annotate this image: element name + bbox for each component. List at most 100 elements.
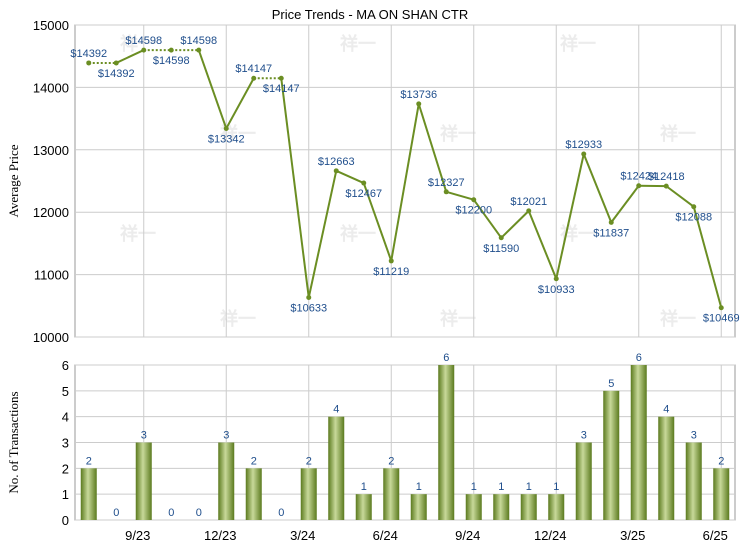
line-y-tick-label: 14000 — [33, 80, 69, 95]
transaction-count-label: 4 — [333, 404, 339, 416]
price-data-label: $14598 — [180, 35, 217, 47]
line-y-tick-label: 10000 — [33, 330, 69, 345]
line-y-tick-label: 13000 — [33, 143, 69, 158]
x-tick-label: 12/23 — [204, 528, 237, 543]
transaction-count-label: 3 — [691, 430, 697, 442]
x-tick-label: 3/25 — [620, 528, 645, 543]
x-tick-label: 6/24 — [373, 528, 398, 543]
transaction-count-label: 4 — [663, 404, 669, 416]
price-point — [224, 126, 229, 131]
transaction-bar — [356, 494, 372, 520]
transaction-count-label: 6 — [636, 352, 642, 364]
price-data-label: $12200 — [455, 205, 492, 217]
price-point — [196, 48, 201, 53]
price-point — [141, 48, 146, 53]
price-point — [609, 220, 614, 225]
price-data-label: $13342 — [208, 133, 245, 145]
bar-y-tick-label: 6 — [62, 358, 69, 373]
bar-y-tick-label: 3 — [62, 436, 69, 451]
transaction-count-label: 3 — [581, 430, 587, 442]
price-point — [444, 189, 449, 194]
bar-y-tick-label: 4 — [62, 410, 69, 425]
x-tick-label: 3/24 — [290, 528, 315, 543]
price-point — [114, 60, 119, 65]
line-y-tick-label: 15000 — [33, 18, 69, 33]
price-line-segment — [611, 186, 639, 223]
price-data-label: $10469 — [703, 313, 740, 325]
price-point — [389, 258, 394, 263]
transaction-count-label: 1 — [526, 481, 532, 493]
watermark-text: 祥一 — [660, 308, 696, 329]
x-tick-label: 6/25 — [703, 528, 728, 543]
price-point — [719, 305, 724, 310]
line-y-axis-title: Average Price — [6, 144, 21, 217]
transaction-count-label: 2 — [718, 455, 724, 467]
transaction-bar — [466, 494, 482, 520]
price-data-label: $12021 — [510, 196, 547, 208]
price-data-label: $12327 — [428, 177, 465, 189]
transaction-count-label: 1 — [416, 481, 422, 493]
price-point — [306, 295, 311, 300]
price-data-label: $11590 — [483, 243, 519, 255]
price-line-segment — [336, 171, 364, 183]
transaction-bar — [713, 468, 729, 520]
price-data-label: $12088 — [675, 212, 712, 224]
price-data-label: $11837 — [593, 227, 629, 239]
price-line-segment — [281, 78, 309, 297]
transaction-bar — [81, 468, 97, 520]
transaction-bar — [521, 494, 537, 520]
x-tick-label: 9/24 — [455, 528, 480, 543]
price-line-segment — [391, 104, 419, 261]
watermark-text: 祥一 — [340, 223, 376, 244]
price-line-segment — [446, 192, 474, 200]
price-point — [471, 197, 476, 202]
bar-y-tick-label: 5 — [62, 384, 69, 399]
price-data-label: $10633 — [290, 303, 327, 315]
transaction-bar — [493, 494, 509, 520]
transaction-bar — [576, 443, 592, 521]
watermark-text: 祥一 — [120, 223, 156, 244]
x-tick-label: 9/23 — [125, 528, 150, 543]
price-line-segment — [529, 211, 557, 279]
bar-y-tick-label: 0 — [62, 513, 69, 528]
price-data-label: $13736 — [400, 89, 437, 101]
bar-chart-panel: 0 1 2 3 4 5 6 9/23 12/23 3/24 6/24 9/24 12/24 3/25 6/2… — [6, 352, 735, 543]
price-data-label: $12933 — [565, 139, 602, 151]
price-point — [664, 184, 669, 189]
bar-y-tick-label: 1 — [62, 487, 69, 502]
price-line-segment — [309, 171, 337, 298]
price-data-label: $12418 — [648, 171, 685, 183]
price-point — [86, 60, 91, 65]
price-data-label: $14147 — [235, 63, 272, 75]
transaction-count-label: 0 — [168, 507, 174, 519]
price-point — [279, 76, 284, 81]
transaction-count-label: 0 — [196, 507, 202, 519]
price-point — [526, 208, 531, 213]
transaction-bar — [686, 443, 702, 521]
watermark-text: 祥一 — [220, 308, 256, 329]
price-point — [334, 168, 339, 173]
line-chart-panel: 祥一祥一祥一祥一祥一祥一祥一祥一祥一祥一祥一祥一1000011000120001… — [6, 18, 740, 345]
price-data-label: $12663 — [318, 156, 355, 168]
transaction-bar — [328, 417, 344, 520]
transaction-count-label: 6 — [443, 352, 449, 364]
transaction-count-label: 1 — [471, 481, 477, 493]
price-data-label: $14392 — [70, 48, 107, 60]
transaction-count-label: 5 — [608, 378, 614, 390]
line-y-tick-label: 11000 — [34, 268, 69, 283]
transaction-bar — [411, 494, 427, 520]
transaction-bar — [548, 494, 564, 520]
bar-y-tick-label: 2 — [62, 461, 69, 476]
price-data-label: $11219 — [373, 266, 409, 278]
transaction-bar — [218, 443, 234, 521]
transaction-count-label: 3 — [223, 430, 229, 442]
x-tick-label: 12/24 — [534, 528, 567, 543]
transaction-count-label: 2 — [251, 455, 257, 467]
transaction-bar — [658, 417, 674, 520]
price-line-segment — [666, 186, 694, 207]
transaction-bar — [438, 365, 454, 520]
price-point — [169, 48, 174, 53]
bar-y-axis-title: No. of Transactions — [6, 391, 21, 493]
